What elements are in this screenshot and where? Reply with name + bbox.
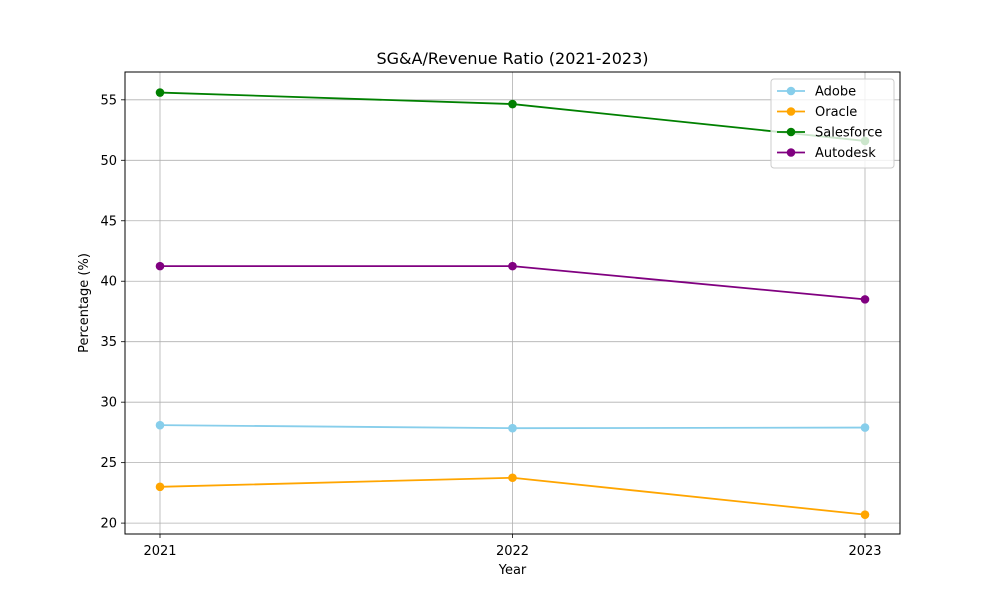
y-tick-label: 25: [100, 456, 117, 471]
y-tick-label: 50: [100, 154, 117, 169]
legend-item-autodesk: Autodesk: [777, 146, 876, 161]
axes: 20 25 30 35 40 45 50 55 2021 2022 2023: [100, 93, 881, 559]
series-layer: [155, 88, 870, 519]
x-tick-label: 2022: [496, 544, 529, 559]
y-axis-label: Percentage (%): [77, 253, 92, 353]
y-tick-label: 30: [100, 396, 117, 411]
y-tick-label: 55: [100, 93, 117, 108]
data-point: [155, 88, 165, 97]
legend-swatch-marker: [786, 148, 796, 157]
series-autodesk: [155, 261, 870, 304]
data-point: [508, 99, 517, 109]
data-point: [508, 423, 517, 433]
series-adobe: [155, 420, 870, 433]
chart-title: SG&A/Revenue Ratio (2021-2023): [377, 49, 649, 68]
legend-label: Adobe: [815, 85, 856, 100]
y-tick-label: 40: [100, 275, 117, 290]
legend: Adobe Oracle Salesforce Autodesk: [770, 78, 895, 169]
legend-swatch-marker: [786, 86, 796, 96]
x-axis-label: Year: [498, 563, 527, 578]
data-point: [508, 261, 517, 271]
data-point: [155, 261, 165, 271]
x-tick-label: 2021: [143, 544, 176, 559]
series-oracle: [155, 473, 870, 519]
data-point: [155, 482, 165, 492]
data-point: [155, 420, 165, 430]
legend-box: [770, 78, 895, 169]
legend-item-oracle: Oracle: [777, 105, 857, 120]
data-point: [860, 510, 870, 519]
legend-swatch-marker: [786, 127, 796, 137]
data-point: [860, 295, 870, 304]
x-tick-label: 2023: [848, 544, 881, 559]
data-point: [860, 423, 870, 432]
legend-swatch-marker: [786, 107, 796, 116]
y-tick-label: 45: [100, 214, 117, 229]
y-tick-label: 20: [100, 517, 117, 532]
legend-item-salesforce: Salesforce: [777, 126, 882, 141]
legend-label: Oracle: [815, 105, 857, 120]
data-point: [508, 473, 517, 483]
y-tick-label: 35: [100, 335, 117, 350]
legend-label: Salesforce: [815, 126, 882, 141]
legend-label: Autodesk: [815, 146, 876, 161]
legend-item-adobe: Adobe: [777, 85, 856, 100]
